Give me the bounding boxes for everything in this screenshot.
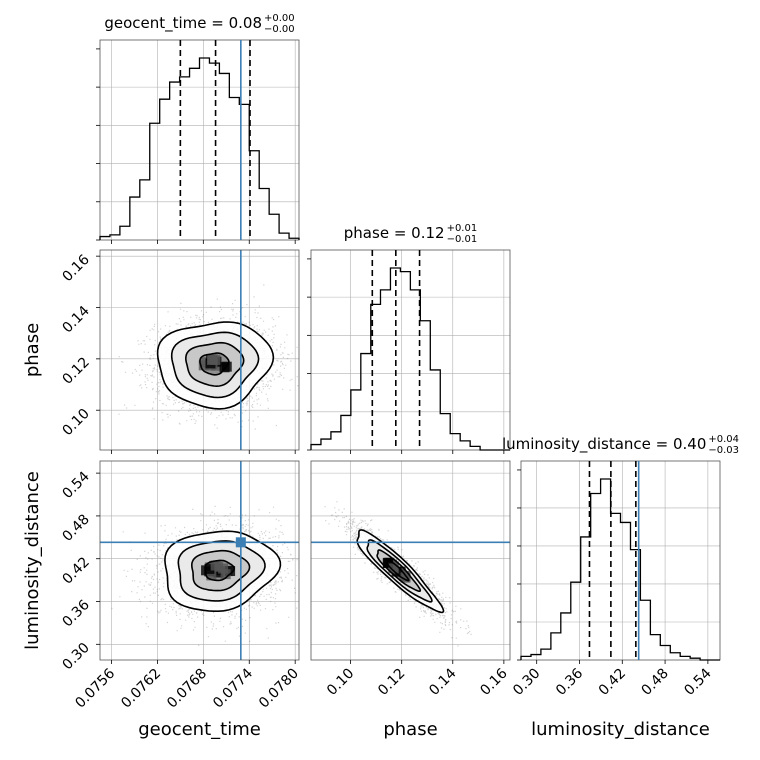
joint-phase-luminosity_distance-frame bbox=[310, 460, 511, 661]
joint-geocent_time-phase-contour-3 bbox=[156, 321, 275, 410]
joint-phase-luminosity_distance-core-cell-10 bbox=[400, 572, 411, 583]
xlabel-geocent_time: geocent_time bbox=[138, 719, 261, 740]
xtick-label-phase-1: 0.12 bbox=[375, 666, 408, 699]
title-luminosity_distance-plus: +0.04 bbox=[708, 434, 739, 445]
joint-geocent_time-phase-core-cell-8 bbox=[198, 360, 209, 371]
title-geocent_time-text: geocent_time = 0.08 bbox=[104, 14, 262, 33]
xtick-label-geocent_time-3: 0.0774 bbox=[210, 665, 256, 711]
title-phase: phase = 0.12 +0.01−0.01 bbox=[344, 223, 477, 245]
hist-luminosity_distance-bars bbox=[520, 478, 720, 661]
xtick-label-geocent_time-4: 0.0780 bbox=[256, 666, 302, 712]
joint-geocent_time-luminosity_distance-contour-1 bbox=[190, 549, 251, 592]
hist-phase-bars bbox=[310, 267, 510, 451]
joint-geocent_time-phase-contour-0 bbox=[199, 352, 230, 376]
joint-geocent_time-luminosity_distance-core-cell-12 bbox=[204, 563, 215, 574]
joint-phase-luminosity_distance-contour-2 bbox=[366, 539, 433, 603]
xtick-label-luminosity_distance-3: 0.48 bbox=[639, 666, 672, 699]
joint-geocent_time-luminosity_distance-density bbox=[111, 499, 298, 646]
ytick-label-phase-2: 0.14 bbox=[59, 303, 92, 336]
title-geocent_time-plus: +0.00 bbox=[264, 13, 295, 24]
title-geocent_time: geocent_time = 0.08 +0.00−0.00 bbox=[104, 13, 294, 35]
joint-phase-luminosity_distance-core-cell-12 bbox=[383, 557, 394, 568]
joint-geocent_time-phase-density bbox=[118, 284, 299, 450]
joint-geocent_time-luminosity_distance-contour-0 bbox=[204, 559, 235, 582]
joint-geocent_time-phase-frame bbox=[99, 249, 300, 451]
ytick-label-luminosity_distance-2: 0.42 bbox=[59, 554, 92, 587]
title-luminosity_distance-main: luminosity_distance = 0.40 bbox=[502, 435, 706, 454]
joint-geocent_time-luminosity_distance-core-cell-11 bbox=[218, 563, 229, 574]
title-luminosity_distance-minus: −0.03 bbox=[708, 445, 739, 456]
xtick-label-luminosity_distance-2: 0.42 bbox=[596, 666, 629, 699]
title-phase-text: phase = 0.12 bbox=[344, 224, 445, 242]
title-geocent_time-main: geocent_time = 0.08 bbox=[104, 14, 262, 33]
ytick-label-phase-3: 0.16 bbox=[59, 252, 92, 285]
joint-geocent_time-luminosity_distance-core-cell-8 bbox=[220, 569, 231, 580]
joint-geocent_time-luminosity_distance-frame bbox=[99, 460, 300, 661]
ytick-label-phase-1: 0.12 bbox=[59, 354, 92, 387]
joint-geocent_time-luminosity_distance-contour-3 bbox=[164, 530, 282, 612]
hist-phase-frame bbox=[310, 249, 511, 451]
hist-luminosity_distance-frame bbox=[520, 460, 721, 661]
xlabel-luminosity_distance: luminosity_distance bbox=[531, 719, 710, 740]
xtick-label-phase-2: 0.14 bbox=[426, 665, 459, 698]
xtick-label-geocent_time-0: 0.0756 bbox=[72, 665, 118, 711]
joint-phase-luminosity_distance-core-cell-13 bbox=[388, 563, 399, 574]
joint-geocent_time-luminosity_distance-core-cell-13 bbox=[210, 560, 221, 571]
xtick-label-luminosity_distance-1: 0.36 bbox=[553, 665, 586, 698]
xlabel-phase: phase bbox=[383, 719, 437, 740]
title-phase-main: phase = 0.12 bbox=[344, 224, 445, 242]
ytick-label-luminosity_distance-0: 0.30 bbox=[59, 640, 92, 673]
xtick-label-luminosity_distance-0: 0.30 bbox=[510, 666, 543, 699]
title-phase-plus: +0.01 bbox=[447, 223, 478, 234]
joint-geocent_time-phase-contour-2 bbox=[170, 331, 260, 399]
title-luminosity_distance-text: luminosity_distance = 0.40 bbox=[502, 435, 706, 454]
hist-geocent_time-frame bbox=[99, 39, 300, 241]
joint-geocent_time-phase-core-cell-13 bbox=[210, 354, 221, 365]
xtick-label-phase-3: 0.16 bbox=[477, 665, 510, 698]
joint-geocent_time-luminosity_distance-truth-marker bbox=[235, 537, 246, 548]
title-phase-minus: −0.01 bbox=[447, 234, 478, 245]
ytick-label-phase-0: 0.10 bbox=[59, 406, 92, 439]
xtick-label-geocent_time-1: 0.0762 bbox=[118, 666, 164, 712]
xtick-label-luminosity_distance-4: 0.54 bbox=[681, 665, 714, 698]
ytick-label-luminosity_distance-1: 0.36 bbox=[59, 597, 92, 630]
ytick-label-luminosity_distance-4: 0.54 bbox=[59, 469, 92, 502]
joint-phase-luminosity_distance-density bbox=[324, 501, 472, 647]
xtick-label-phase-0: 0.10 bbox=[324, 666, 357, 699]
joint-phase-luminosity_distance-contour-3 bbox=[356, 529, 445, 614]
title-geocent_time-minus: −0.00 bbox=[264, 24, 295, 35]
xtick-label-geocent_time-2: 0.0768 bbox=[164, 666, 210, 712]
ytick-label-luminosity_distance-3: 0.48 bbox=[59, 511, 92, 544]
joint-geocent_time-phase-contour-1 bbox=[184, 341, 245, 388]
hist-geocent_time-bars bbox=[99, 57, 300, 240]
joint-phase-luminosity_distance-contour-1 bbox=[376, 549, 422, 592]
ylabel-luminosity_distance: luminosity_distance bbox=[22, 471, 43, 650]
ylabel-phase: phase bbox=[22, 323, 43, 377]
joint-phase-luminosity_distance-contour-0 bbox=[386, 559, 410, 582]
joint-geocent_time-luminosity_distance-core-cell-10 bbox=[206, 570, 217, 581]
title-luminosity_distance: luminosity_distance = 0.40 +0.04−0.03 bbox=[502, 434, 739, 456]
joint-geocent_time-phase-core-cell-12 bbox=[219, 362, 230, 373]
